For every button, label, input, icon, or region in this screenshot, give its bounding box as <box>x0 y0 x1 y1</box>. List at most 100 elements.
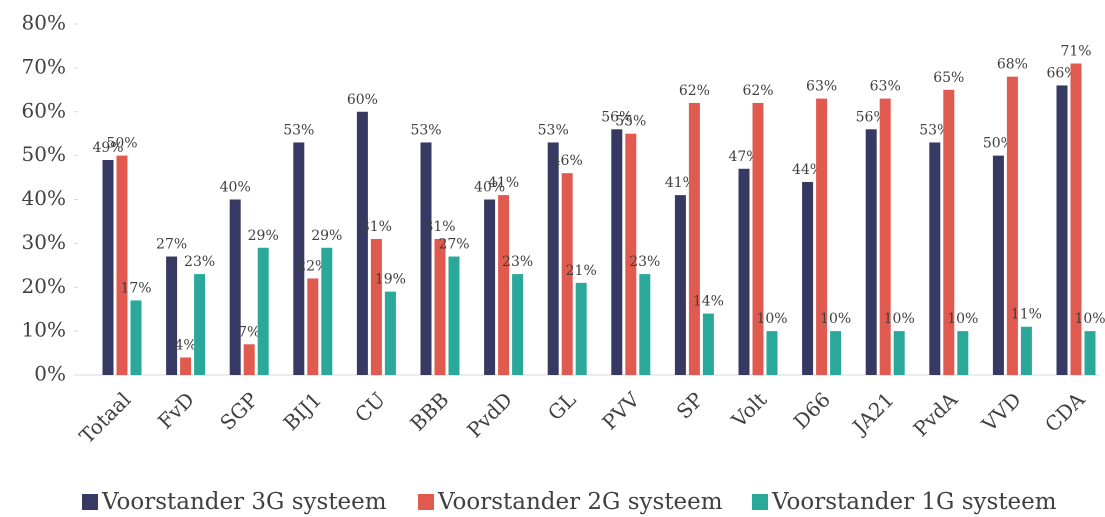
bar <box>929 142 941 375</box>
bar <box>434 238 446 375</box>
bar <box>893 331 905 375</box>
data-label: 71% <box>1060 43 1091 59</box>
x-tick-label: PvdA <box>908 387 962 441</box>
bar <box>1084 331 1096 375</box>
x-tick-label: Totaal <box>75 387 136 448</box>
legend-label: Voorstander 3G systeem <box>101 489 387 515</box>
data-label: 10% <box>820 311 851 327</box>
data-label: 23% <box>184 254 215 270</box>
bar <box>293 142 305 375</box>
bar <box>802 181 814 375</box>
bar <box>102 160 114 375</box>
bar <box>307 278 319 375</box>
y-tick-label: 0% <box>34 362 66 386</box>
data-label: 7% <box>238 324 260 340</box>
data-label: 19% <box>375 272 406 288</box>
data-label: 53% <box>538 122 569 138</box>
bar <box>816 98 828 376</box>
x-tick-label: PVV <box>597 387 644 434</box>
bar <box>639 274 651 375</box>
bar <box>420 142 432 375</box>
data-label: 63% <box>806 79 837 95</box>
bar <box>943 89 955 375</box>
bar <box>865 129 877 375</box>
data-label: 50% <box>106 136 137 152</box>
bar <box>498 195 510 375</box>
x-tick-label: CU <box>350 387 390 427</box>
bar <box>512 274 524 375</box>
x-tick-label: PvdD <box>462 387 517 442</box>
data-label: 53% <box>283 122 314 138</box>
data-label: 10% <box>947 311 978 327</box>
data-label: 31% <box>424 219 455 235</box>
y-tick-label: 30% <box>22 230 66 254</box>
y-tick-label: 60% <box>22 98 66 122</box>
y-tick-label: 40% <box>22 186 66 210</box>
bar <box>130 300 142 375</box>
legend-label: Voorstander 1G systeem <box>771 489 1057 515</box>
data-label: 53% <box>410 122 441 138</box>
data-label: 14% <box>693 294 724 310</box>
data-label: 55% <box>615 114 646 130</box>
bar <box>625 133 637 375</box>
data-label: 66% <box>1046 65 1077 81</box>
x-tick-label: D66 <box>789 387 835 433</box>
data-label: 17% <box>120 280 151 296</box>
bar <box>688 102 700 375</box>
data-label: 29% <box>311 228 342 244</box>
x-tick-label: BIJ1 <box>279 387 327 435</box>
data-label: 10% <box>1074 311 1105 327</box>
bar <box>702 313 714 375</box>
bar <box>243 344 255 375</box>
bar <box>229 199 241 375</box>
bar <box>180 357 192 375</box>
bar <box>356 111 368 375</box>
bar <box>674 195 686 375</box>
legend-swatch <box>82 494 98 510</box>
bar <box>1020 326 1032 375</box>
data-label: 40% <box>474 180 505 196</box>
x-tick-label: GL <box>543 387 581 425</box>
legend-swatch <box>752 494 768 510</box>
bar <box>611 129 623 375</box>
bar <box>766 331 778 375</box>
bar <box>752 102 764 375</box>
data-label: 22% <box>297 258 328 274</box>
bar <box>166 256 178 375</box>
data-label: 62% <box>679 83 710 99</box>
data-label: 63% <box>870 79 901 95</box>
bar <box>957 331 969 375</box>
bar <box>321 247 333 375</box>
bar <box>384 291 396 375</box>
data-label: 29% <box>248 228 279 244</box>
y-tick-label: 20% <box>22 274 66 298</box>
bar <box>879 98 891 376</box>
data-label: 10% <box>884 311 915 327</box>
y-tick-label: 70% <box>22 54 66 78</box>
bar <box>116 155 128 375</box>
data-label: 53% <box>919 122 950 138</box>
data-label: 40% <box>220 180 251 196</box>
data-label: 4% <box>174 337 196 353</box>
data-label: 65% <box>933 70 964 86</box>
data-label: 27% <box>156 237 187 253</box>
bar <box>484 199 496 375</box>
bar <box>370 238 382 375</box>
data-label: 21% <box>566 263 597 279</box>
data-label: 56% <box>601 109 632 125</box>
bar <box>448 256 460 375</box>
data-label: 10% <box>756 311 787 327</box>
x-tick-label: VVD <box>976 387 1025 436</box>
data-label: 60% <box>347 92 378 108</box>
data-label: 41% <box>665 175 696 191</box>
bar <box>830 331 842 375</box>
bar <box>1056 85 1068 376</box>
x-tick-label: BBB <box>405 387 453 435</box>
bar <box>1006 76 1018 376</box>
data-label: 31% <box>361 219 392 235</box>
data-label: 50% <box>983 136 1014 152</box>
bar <box>575 282 587 375</box>
x-tick-label: CDA <box>1040 387 1090 437</box>
data-label: 11% <box>1011 307 1042 323</box>
